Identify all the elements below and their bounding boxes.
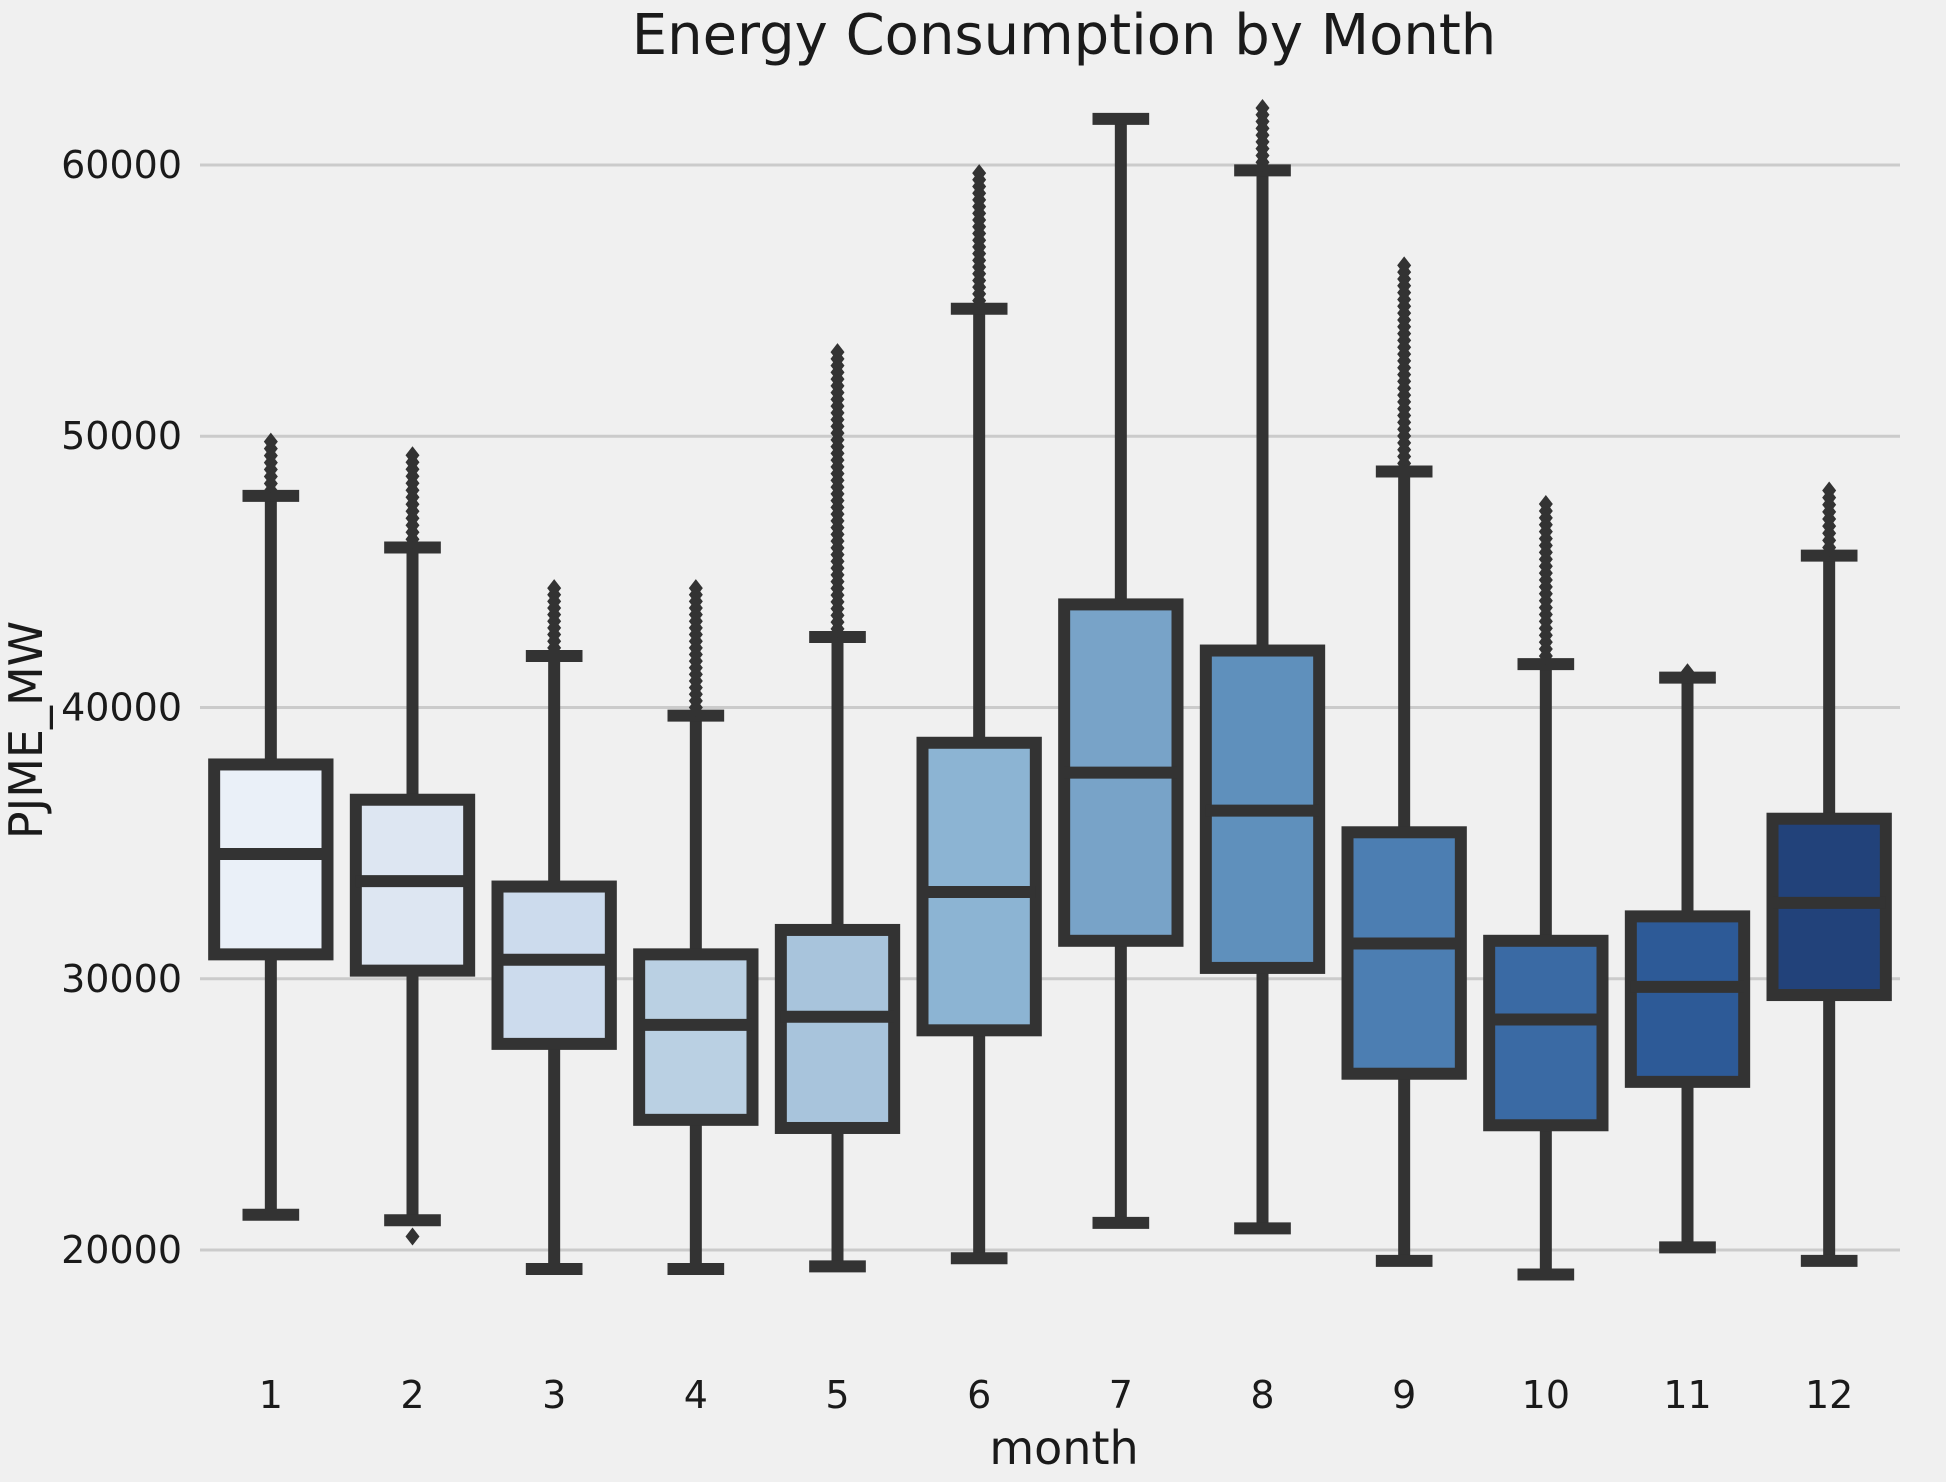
box-month-7 [1058,112,1184,1229]
y-tick-label: 20000 [61,1228,182,1272]
x-tick-label: 3 [542,1373,566,1417]
outlier-point [1397,256,1412,275]
outlier-point [1822,481,1837,500]
x-axis-label: month [989,1421,1138,1475]
y-tick-label: 60000 [61,143,182,187]
x-tick-label: 1 [259,1373,283,1417]
x-tick-labels: 1 2 3 4 5 6 7 8 9 10 11 12 [259,1373,1854,1417]
box-month-12 [1766,481,1892,1267]
iqr-box [633,948,759,1126]
iqr-box [774,923,901,1134]
x-tick-label: 5 [825,1373,849,1417]
x-tick-label: 2 [400,1373,424,1417]
chart-title: Energy Consumption by Month [632,3,1497,68]
iqr-box [1624,910,1751,1088]
box-month-3 [491,579,617,1276]
box-month-10 [1483,495,1609,1281]
iqr-box [1341,826,1467,1080]
box-month-11 [1624,663,1751,1254]
boxes [208,98,1892,1281]
box-month-2 [349,446,476,1246]
x-tick-label: 11 [1663,1373,1711,1417]
x-tick-label: 12 [1805,1373,1853,1417]
outlier-point [263,432,278,451]
y-axis-label: PJME_MW [0,621,53,839]
box-month-8 [1199,98,1326,1235]
outlier-point [1255,98,1270,117]
box-month-9 [1341,256,1467,1267]
x-tick-label: 7 [1109,1373,1133,1417]
y-tick-label: 50000 [61,414,182,458]
outlier-point [830,343,845,362]
outlier-point [972,164,987,183]
y-tick-label: 30000 [61,957,182,1001]
y-tick-label: 40000 [61,686,182,730]
x-tick-label: 6 [967,1373,991,1417]
iqr-box [1483,934,1609,1132]
y-tick-labels: 20000 30000 40000 50000 60000 [61,143,182,1272]
outlier-point [405,1227,420,1246]
x-tick-label: 8 [1250,1373,1274,1417]
box-month-6 [916,164,1042,1265]
box-month-5 [774,343,901,1273]
box-month-4 [633,579,759,1276]
outlier-point [688,579,703,598]
grid-lines [200,163,1900,1252]
x-tick-label: 10 [1522,1373,1570,1417]
outlier-point [1538,495,1553,514]
x-tick-label: 9 [1392,1373,1416,1417]
x-tick-label: 4 [684,1373,708,1417]
outlier-point [547,579,562,598]
outlier-point [405,446,420,465]
box-month-1 [208,432,334,1221]
outlier-point [1680,663,1695,682]
